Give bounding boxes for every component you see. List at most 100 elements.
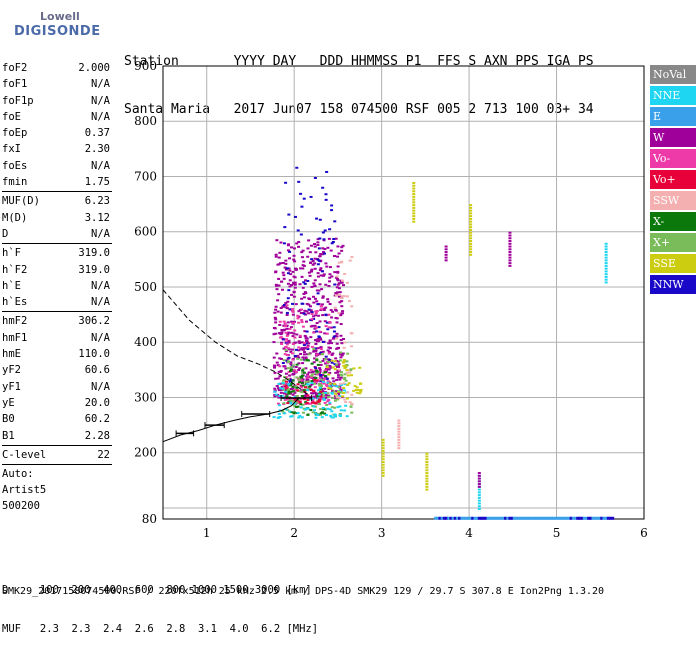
echo-point xyxy=(277,277,281,280)
echo-point xyxy=(293,391,297,394)
echo-point xyxy=(331,337,335,340)
echo-point xyxy=(352,389,356,392)
echo-point xyxy=(284,340,288,343)
echo-point xyxy=(335,321,339,324)
echo-point xyxy=(532,516,536,520)
echo-point xyxy=(327,399,331,402)
echo-point xyxy=(329,414,333,417)
echo-point xyxy=(471,516,475,520)
echo-point xyxy=(337,295,341,298)
echo-point xyxy=(279,357,283,360)
param-value: 6.23 xyxy=(84,195,110,208)
echo-point xyxy=(291,373,295,376)
echo-point xyxy=(273,390,277,393)
param-name: fmin xyxy=(2,176,28,189)
param-row-fof1: foF1 N/A xyxy=(2,76,112,92)
echo-point xyxy=(319,374,323,377)
echo-point xyxy=(310,371,314,374)
echo-point xyxy=(330,204,334,207)
param-name: foF1 xyxy=(2,78,28,91)
echo-point xyxy=(482,516,486,520)
echo-point xyxy=(292,403,296,406)
echo-point xyxy=(346,352,350,355)
echo-point xyxy=(321,314,325,317)
echo-point xyxy=(508,259,512,262)
echo-point xyxy=(324,325,328,328)
echo-point xyxy=(287,356,291,359)
echo-point xyxy=(342,364,346,367)
echo-point xyxy=(280,328,284,331)
echo-point xyxy=(289,402,293,405)
echo-point xyxy=(589,516,593,520)
echo-point xyxy=(272,341,276,344)
echo-point xyxy=(329,387,333,390)
echo-point xyxy=(330,242,334,245)
echo-point xyxy=(277,396,281,399)
echo-point xyxy=(319,347,323,350)
param-row-d: D N/A xyxy=(2,226,112,242)
echo-point xyxy=(381,447,385,450)
echo-point xyxy=(299,384,303,387)
x-tick-label: 2 xyxy=(290,526,298,540)
echo-point xyxy=(332,326,336,329)
legend-item-sse: SSE xyxy=(650,254,696,273)
echo-point xyxy=(328,228,332,231)
echo-point xyxy=(477,477,481,480)
echo-point xyxy=(595,516,599,520)
echo-point xyxy=(444,259,448,262)
echo-point xyxy=(315,310,319,313)
echo-point xyxy=(329,249,333,252)
echo-point xyxy=(425,455,429,458)
echo-point xyxy=(397,419,401,422)
echo-point xyxy=(287,382,291,385)
echo-point xyxy=(306,247,310,250)
echo-point xyxy=(311,401,315,404)
echo-point xyxy=(497,516,501,520)
echo-point xyxy=(320,393,324,396)
echo-point xyxy=(288,380,292,383)
echo-point xyxy=(307,271,311,274)
echo-point xyxy=(354,388,358,391)
param-row-h-f: h`F 319.0 xyxy=(2,245,112,261)
echo-point xyxy=(273,395,277,398)
echo-point xyxy=(412,209,416,212)
echo-point xyxy=(297,310,301,313)
echo-points xyxy=(272,166,615,520)
echo-point xyxy=(397,430,401,433)
echo-point xyxy=(290,352,294,355)
echo-point xyxy=(319,398,323,401)
echo-point xyxy=(324,394,328,397)
echo-point xyxy=(316,303,320,306)
echo-point xyxy=(584,516,588,520)
echo-point xyxy=(274,308,278,311)
echo-point xyxy=(333,255,337,258)
echo-point xyxy=(329,366,333,369)
echo-point xyxy=(508,516,512,520)
echo-point xyxy=(604,281,608,284)
echo-point xyxy=(315,330,319,333)
echo-point xyxy=(310,311,314,314)
muf-table: D 100 200 400 600 800 1000 1500 3000 [km… xyxy=(2,558,318,649)
echo-point xyxy=(469,209,473,212)
echo-point xyxy=(604,275,608,278)
echo-point xyxy=(301,267,305,270)
echo-point xyxy=(310,258,314,261)
echo-point xyxy=(449,516,453,520)
echo-point xyxy=(317,403,321,406)
echo-point xyxy=(284,408,288,411)
echo-point xyxy=(330,410,334,413)
legend-item-vo: Vo+ xyxy=(650,170,696,189)
echo-point xyxy=(336,283,340,286)
echo-point xyxy=(333,406,337,409)
echo-point xyxy=(289,384,293,387)
echo-point xyxy=(444,245,448,248)
y-tick-label: 300 xyxy=(134,390,157,404)
echo-point xyxy=(318,400,322,403)
echo-point xyxy=(358,366,362,369)
echo-point xyxy=(296,354,300,357)
echo-point xyxy=(292,247,296,250)
echo-point xyxy=(306,348,310,351)
echo-point xyxy=(309,309,313,312)
echo-point xyxy=(336,376,340,379)
echo-point xyxy=(331,377,335,380)
